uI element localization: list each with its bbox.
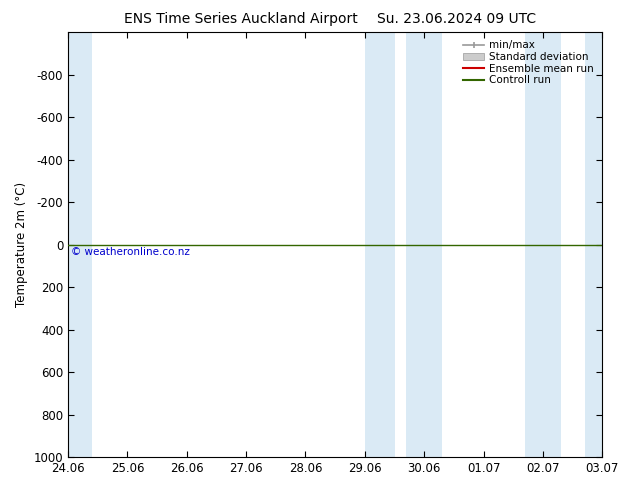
Legend: min/max, Standard deviation, Ensemble mean run, Controll run: min/max, Standard deviation, Ensemble me… [460, 37, 597, 88]
Text: © weatheronline.co.nz: © weatheronline.co.nz [71, 247, 190, 257]
Bar [525, 32, 560, 457]
Text: Su. 23.06.2024 09 UTC: Su. 23.06.2024 09 UTC [377, 12, 536, 26]
Bar [406, 32, 442, 457]
Bar [365, 32, 394, 457]
Bar [585, 32, 602, 457]
Text: ENS Time Series Auckland Airport: ENS Time Series Auckland Airport [124, 12, 358, 26]
Bar [68, 32, 92, 457]
Y-axis label: Temperature 2m (°C): Temperature 2m (°C) [15, 182, 28, 307]
